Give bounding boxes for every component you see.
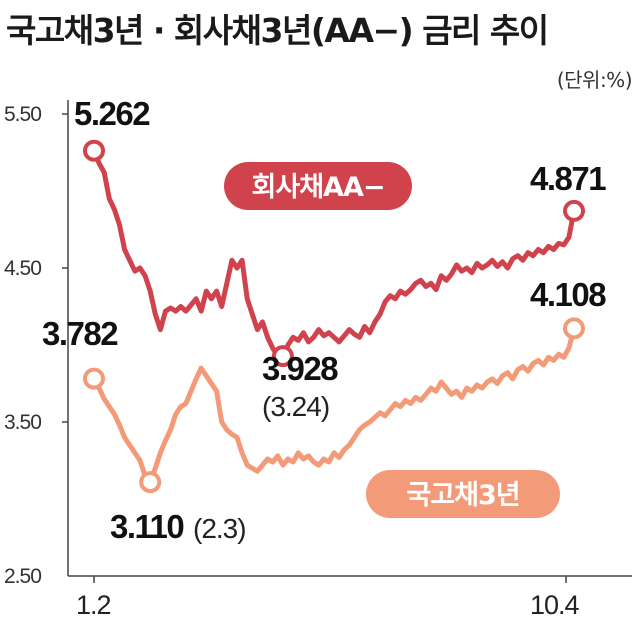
marker-corporate-end: [563, 199, 585, 222]
label-treasury-start: 3.782: [42, 315, 118, 352]
label-corporate-start: 5.262: [74, 95, 150, 132]
x-tick-label: 1.2: [76, 590, 111, 620]
marker-treasury-start: [83, 367, 105, 390]
legend-pill-treasury: [366, 470, 560, 518]
legend-pill-corporate-label: 회사채AA−: [252, 172, 385, 203]
x-tick-label: 10.4: [530, 590, 580, 620]
y-tick-label: 2.50: [4, 565, 41, 588]
marker-treasury-end: [563, 317, 585, 340]
marker-treasury-min: [139, 471, 162, 494]
y-tick-label: 4.50: [4, 257, 41, 280]
y-tick-label: 5.50: [4, 103, 41, 126]
marker-corporate-start: [83, 139, 105, 162]
label-corporate-min: 3.928: [262, 350, 338, 387]
label-treasury-min-note: (2.3): [193, 513, 246, 544]
label-corporate-min-note: (3.24): [262, 391, 329, 422]
marker-corporate-min: [271, 345, 294, 368]
label-treasury-end: 4.108: [530, 276, 606, 313]
chart-title: 국고채3년 · 회사채3년(AA−) 금리 추이: [6, 11, 549, 50]
unit-label: (단위:%): [556, 68, 633, 92]
series-line-treasury: [91, 325, 577, 485]
legend-pill-treasury-label: 국고채3년: [406, 480, 519, 511]
label-treasury-min: 3.110: [110, 508, 183, 545]
series-line-corporate: [91, 148, 577, 359]
y-tick-label: 3.50: [4, 411, 41, 434]
legend-pill-corporate: [224, 162, 412, 210]
label-corporate-end: 4.871: [530, 160, 606, 197]
